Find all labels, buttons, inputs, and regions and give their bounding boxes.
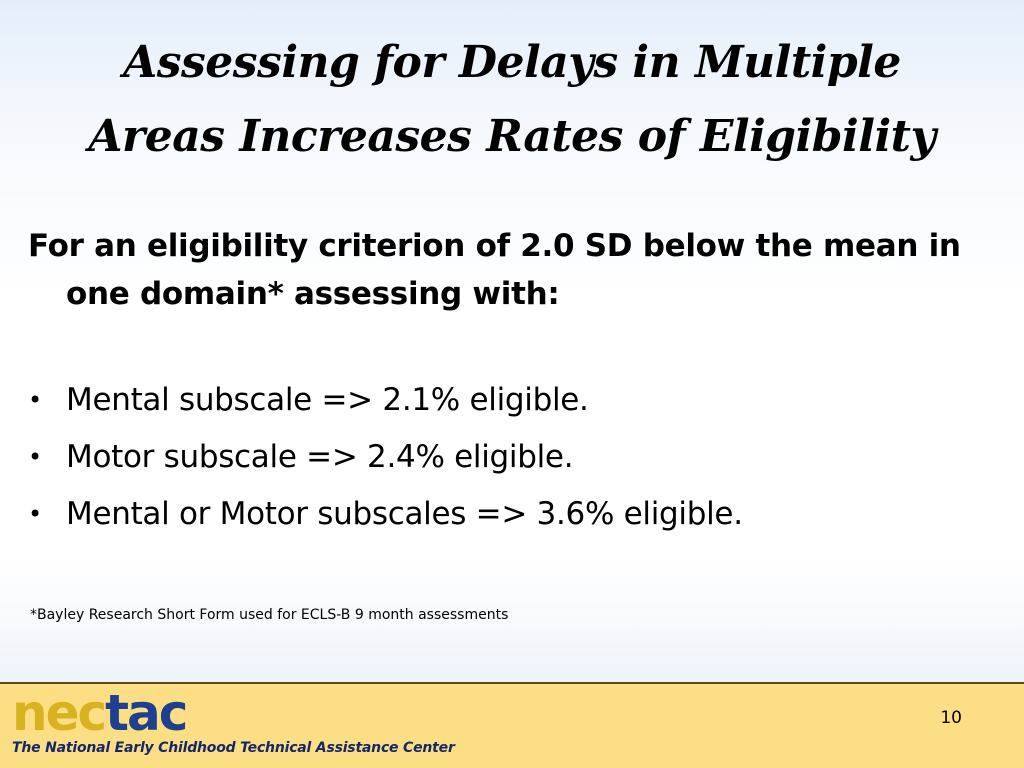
slide-body: For an eligibility criterion of 2.0 SD b… (28, 222, 988, 543)
bullet-list: • Mental subscale => 2.1% eligible. • Mo… (28, 372, 988, 543)
slide-title: Assessing for Delays in Multiple Areas I… (0, 26, 1024, 174)
nectac-logo: nectac (12, 684, 188, 742)
bullet-item: • Mental subscale => 2.1% eligible. (28, 372, 988, 429)
bullet-dot-icon: • (28, 386, 42, 414)
organization-tagline: The National Early Childhood Technical A… (12, 740, 455, 756)
page-number: 10 (940, 708, 962, 728)
lead-statement: For an eligibility criterion of 2.0 SD b… (28, 228, 961, 312)
footer-band: nectac The National Early Childhood Tech… (0, 682, 1024, 768)
slide-title-line-2: Areas Increases Rates of Eligibility (88, 111, 936, 162)
bullet-item: • Mental or Motor subscales => 3.6% elig… (28, 486, 988, 543)
logo-part-nec: nec (12, 684, 107, 742)
bullet-text: Mental or Motor subscales => 3.6% eligib… (66, 496, 743, 532)
bullet-dot-icon: • (28, 443, 42, 471)
bullet-dot-icon: • (28, 500, 42, 528)
bullet-text: Motor subscale => 2.4% eligible. (66, 439, 574, 475)
bullet-text: Mental subscale => 2.1% eligible. (66, 382, 589, 418)
bullet-item: • Motor subscale => 2.4% eligible. (28, 429, 988, 486)
slide-title-line-1: Assessing for Delays in Multiple (123, 37, 901, 88)
footnote: *Bayley Research Short Form used for ECL… (30, 607, 509, 623)
logo-part-tac: tac (105, 684, 188, 742)
